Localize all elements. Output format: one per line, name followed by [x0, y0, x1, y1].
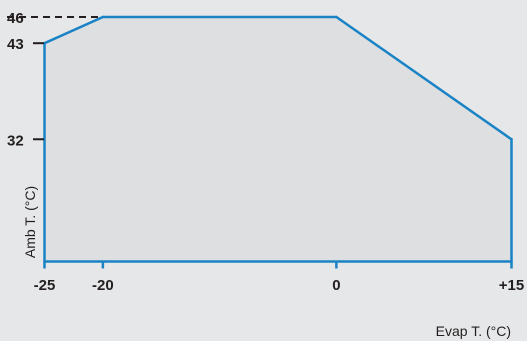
x-axis-title: Evap T. (°C) [436, 323, 511, 339]
x-tick-label--20: -20 [92, 277, 114, 294]
y-tick-label-43: 43 [7, 36, 24, 53]
envelope-point-2 [101, 15, 105, 19]
x-tick-label-0: 0 [332, 277, 340, 294]
envelope-point-4 [510, 138, 513, 141]
tick-labels: 32 43 46 -25 -20 0 +15 [7, 10, 524, 294]
envelope-layer [43, 15, 513, 263]
operating-envelope [43, 15, 513, 263]
x-tick-label--25: -25 [34, 277, 56, 294]
x-tick-label-+15: +15 [499, 277, 524, 294]
y-axis-title: Amb T. (°C) [22, 186, 38, 258]
y-tick-label-32: 32 [7, 132, 24, 149]
envelope-point-3 [335, 15, 338, 19]
y-tick-label-46: 46 [7, 10, 24, 27]
axes [7, 16, 513, 269]
